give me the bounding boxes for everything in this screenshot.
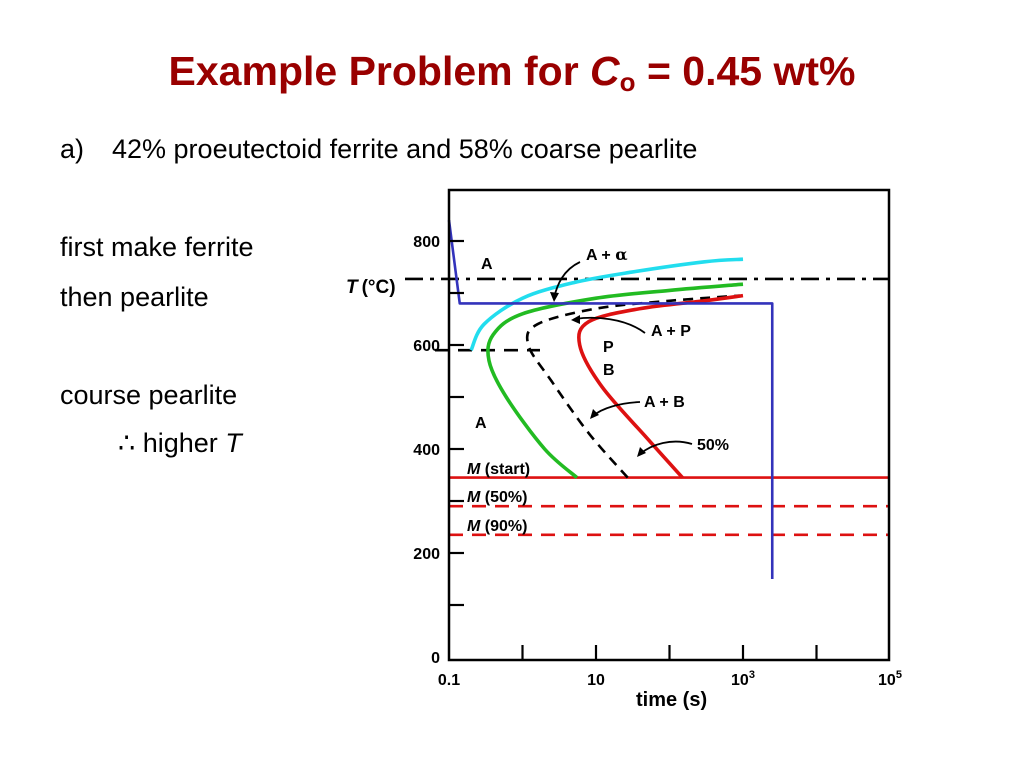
slide-title: Example Problem for Co = 0.45 wt% [0,48,1024,98]
x-axis-label: time (s) [636,689,707,711]
curves-layer [447,220,774,579]
title-prefix: Example Problem for [168,48,591,94]
plot-frame [447,188,891,662]
label-m-start: M (start) [467,461,530,478]
label-a-alpha: A + α [586,245,628,264]
label-a-p: A + P [651,323,691,340]
title-subscript: o [619,67,636,97]
y-axis-label: T (°C) [346,277,396,298]
label-m-90-text: (90%) [480,518,527,535]
label-m-50-var: M [467,489,481,506]
axes-layer: 0 200 400 600 800 0.1 10 103 105 [413,234,902,689]
x-tick-exponent: 3 [749,669,755,681]
y-tick-label: 0 [431,650,440,667]
label-m-start-text: (start) [480,461,530,478]
label-m-start-var: M [467,461,481,478]
y-tick-label: 800 [413,234,440,251]
label-m-50-text: (50%) [480,489,527,506]
curve-fifty-percent [525,294,740,479]
label-alpha-symbol: α [615,245,627,264]
label-a-b: A + B [644,394,685,411]
arrowhead-fifty [637,447,646,457]
note-first-ferrite: first make ferrite [60,232,254,262]
curve-pearlite-finish [577,293,744,479]
arrow-a-p [574,316,646,334]
arrowhead-a-b [590,409,599,419]
title-variable: C [590,48,620,94]
label-a-lower: A [475,415,487,432]
arrow-fifty [639,440,693,455]
x-tick-exponent: 5 [896,669,902,681]
curve-pearlite-start [486,282,744,479]
y-tick-label: 200 [413,546,440,563]
y-tick-label: 400 [413,442,440,459]
label-a-upper: A [481,256,493,273]
label-m-50: M (50%) [467,489,527,506]
x-tick-label: 10 [587,672,605,689]
x-tick-label: 103 [731,669,755,689]
note-course-pearlite: course pearlite [60,380,238,410]
therefore-symbol: ∴ [118,428,136,458]
x-tick-label: 105 [878,669,902,689]
title-suffix: = 0.45 wt% [635,48,856,94]
y-axis-unit: (°C) [362,277,396,298]
bullet-text: 42% proeutectoid ferrite and 58% coarse … [112,134,698,164]
x-tick-label: 0.1 [438,672,460,689]
label-m-90: M (90%) [467,518,527,535]
arrowhead-a-p [571,315,580,324]
label-fifty: 50% [697,437,729,454]
note-then-pearlite: then pearlite [60,282,209,312]
note-t-variable: T [225,428,242,458]
arrows-layer [550,261,693,457]
y-axis-variable: T [346,277,359,298]
label-p: P [603,339,614,356]
arrowhead-a-alpha [550,292,559,302]
label-m-90-var: M [467,518,481,535]
bullet-marker: a) [60,134,85,164]
note-higher-t: ∴ higher T [118,428,242,459]
note-higher-text: higher [142,428,218,458]
y-tick-label: 600 [413,338,440,355]
label-a-alpha-text: A + [586,247,615,264]
curve-ferrite-start [469,257,744,352]
curve-cooling-path [447,220,774,579]
label-b: B [603,362,615,379]
